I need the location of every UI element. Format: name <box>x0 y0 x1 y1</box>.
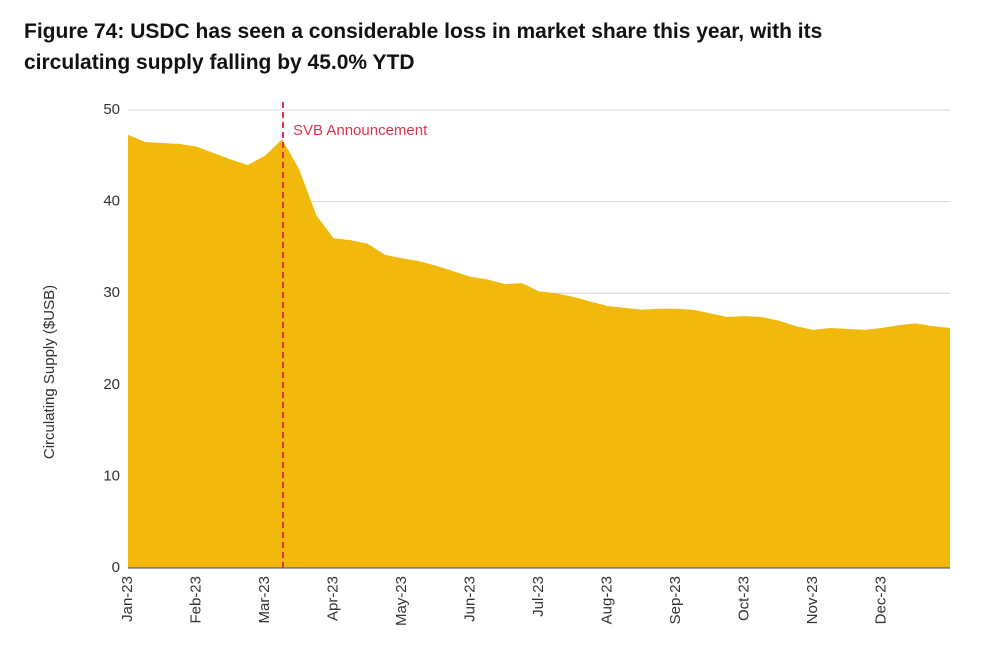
plot: 0 10 20 30 40 50 Jan-23 Feb-23 Mar-23 Apr-23 May-2… <box>103 101 950 626</box>
x-tick-label: Jun-23 <box>461 576 478 622</box>
x-tick-label: May-23 <box>393 576 410 626</box>
chart-title: Figure 74: USDC has seen a considerable … <box>24 20 823 74</box>
x-tick-label: Feb-23 <box>187 576 204 624</box>
y-tick-label: 20 <box>103 376 120 393</box>
x-tick-label: Oct-23 <box>735 576 752 621</box>
x-tick-label: Mar-23 <box>256 576 273 624</box>
area <box>128 134 950 568</box>
y-tick-label: 30 <box>103 284 120 301</box>
y-axis-label: Circulating Supply ($USB) <box>41 285 58 459</box>
y-tick-label: 0 <box>112 559 120 576</box>
x-tick-label: Dec-23 <box>872 576 889 624</box>
x-tick-label: Sep-23 <box>667 576 684 624</box>
y-tick-label: 40 <box>103 193 120 210</box>
y-tick-label: 10 <box>103 467 120 484</box>
y-tick-label: 50 <box>103 101 120 118</box>
x-tick-label: Aug-23 <box>598 576 615 624</box>
x-tick-label: Jan-23 <box>119 576 136 622</box>
annotation: SVB Announcement <box>293 122 428 139</box>
x-tick-label: Apr-23 <box>324 576 341 621</box>
x-tick-label: Nov-23 <box>804 576 821 624</box>
x-tick-label: Jul-23 <box>530 576 547 617</box>
